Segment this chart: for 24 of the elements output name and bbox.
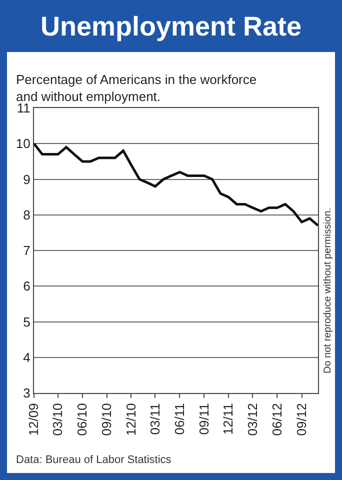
x-tick-label: 12/11 (220, 403, 236, 435)
y-tick-label: 7 (23, 243, 30, 258)
x-tick-label: 03/10 (50, 403, 66, 436)
chart-title: Unemployment Rate (40, 11, 302, 42)
x-tick-label: 12/09 (26, 403, 42, 436)
text: Data: Bureau of Labor Statistics (16, 454, 172, 466)
y-tick-label: 6 (23, 278, 30, 294)
x-tick-label: 09/11 (196, 403, 212, 435)
y-tick-label: 8 (23, 207, 30, 222)
line-series (34, 142, 318, 227)
y-tick-label: 3 (23, 386, 30, 401)
x-tick-label: 09/12 (294, 403, 309, 436)
x-tick-label: 06/10 (74, 403, 90, 436)
y-tick-label: 5 (23, 314, 30, 330)
x-tick-label: 06/12 (269, 403, 284, 436)
x-tick-label: 12/10 (123, 403, 138, 436)
x-tick-label: 03/12 (244, 403, 260, 436)
x-tick-label: 03/11 (147, 403, 162, 435)
x-tick-label: 06/11 (172, 403, 187, 435)
y-tick-label: 10 (16, 136, 30, 152)
y-tick-label: 9 (23, 172, 30, 187)
y-tick-label: 4 (23, 350, 30, 365)
x-tick-label: 09/10 (99, 403, 114, 436)
text: Do not reproduce without permission. (322, 208, 334, 374)
